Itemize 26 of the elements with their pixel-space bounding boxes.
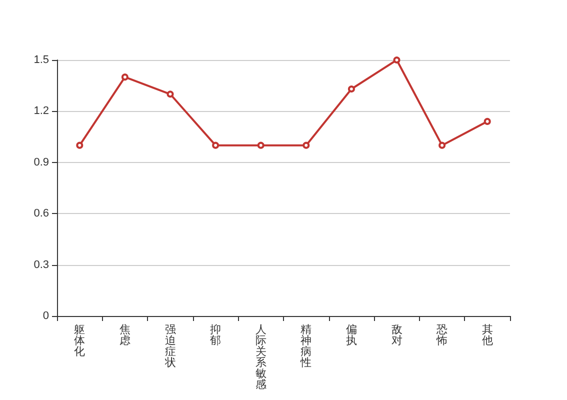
- point: [438, 142, 446, 149]
- x-tick-label: 其他: [482, 323, 493, 347]
- x-tick-label: 人际关系敏感: [255, 323, 266, 391]
- point: [348, 86, 355, 93]
- point: [302, 142, 310, 149]
- y-tick-label: 0.6: [34, 208, 49, 220]
- x-tick-label: 躯体化: [74, 323, 86, 358]
- point: [393, 56, 400, 64]
- x-tick-label: 恐怖: [436, 323, 448, 347]
- point: [166, 90, 174, 98]
- x-tick-label: 精神病性: [300, 323, 312, 369]
- x-tick-label: 抑郁: [210, 323, 222, 347]
- y-tick-label: 1.2: [34, 105, 49, 118]
- x-tick-label: 焦虑: [119, 323, 130, 347]
- point: [76, 142, 84, 149]
- x-tick-label: 偏执: [346, 323, 357, 347]
- point: [484, 118, 491, 125]
- x-tick-label: 敌对: [391, 323, 402, 347]
- y-tick-label: 1.5: [34, 54, 49, 66]
- y-tick-label: 0: [42, 310, 49, 322]
- point: [257, 142, 264, 149]
- y-tick-label: 0.3: [34, 258, 49, 271]
- x-tick-label: 强迫症状: [164, 323, 176, 369]
- y-tick-label: 0.9: [34, 156, 49, 168]
- point: [212, 142, 220, 149]
- point: [121, 74, 128, 81]
